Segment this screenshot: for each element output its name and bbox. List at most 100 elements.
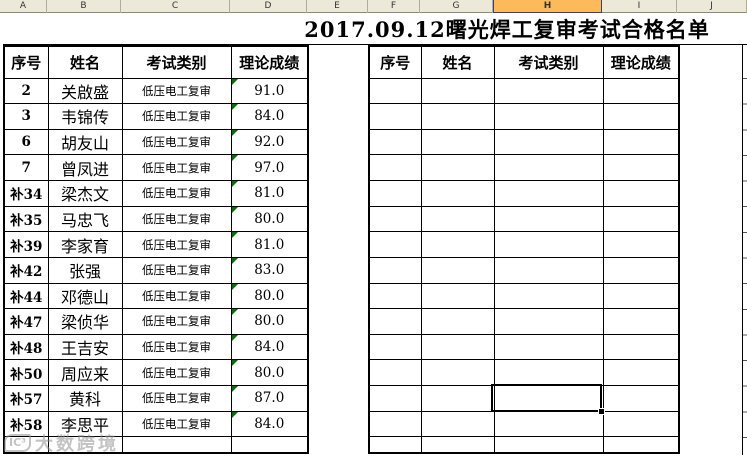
empty-cell[interactable] bbox=[420, 436, 495, 454]
empty-cell[interactable] bbox=[121, 436, 232, 454]
empty-cell[interactable] bbox=[493, 77, 604, 105]
right-header-0[interactable]: 序号 bbox=[368, 45, 422, 79]
empty-cell[interactable] bbox=[368, 333, 422, 361]
empty-cell[interactable] bbox=[493, 256, 604, 284]
cell-theory-score[interactable]: 84.0 bbox=[230, 103, 309, 130]
cell-theory-score[interactable]: 87.0 bbox=[230, 385, 309, 412]
cell-serial-no[interactable]: 补35 bbox=[3, 205, 49, 233]
cell-exam-category[interactable]: 低压电工复审 bbox=[121, 77, 232, 105]
column-header-E[interactable]: E bbox=[307, 0, 368, 13]
cell-theory-score[interactable]: 81.0 bbox=[230, 231, 309, 258]
column-header-H[interactable]: H bbox=[493, 0, 602, 13]
empty-cell[interactable] bbox=[602, 154, 680, 181]
cell-name[interactable]: 胡友山 bbox=[47, 128, 123, 156]
empty-cell[interactable] bbox=[420, 308, 495, 335]
cell-name[interactable]: 李家育 bbox=[47, 231, 123, 258]
right-header-2[interactable]: 考试类别 bbox=[493, 45, 604, 79]
cell-exam-category[interactable]: 低压电工复审 bbox=[121, 410, 232, 438]
empty-cell[interactable] bbox=[493, 308, 604, 335]
cell-theory-score[interactable]: 84.0 bbox=[230, 333, 309, 361]
cell-name[interactable]: 邓德山 bbox=[47, 282, 123, 310]
empty-cell[interactable] bbox=[368, 359, 422, 386]
cell-name[interactable]: 马忠飞 bbox=[47, 205, 123, 233]
empty-cell[interactable] bbox=[420, 333, 495, 361]
cell-theory-score[interactable]: 92.0 bbox=[230, 128, 309, 156]
cell-serial-no[interactable]: 补42 bbox=[3, 256, 49, 284]
empty-cell[interactable] bbox=[493, 154, 604, 181]
title-cell[interactable]: 2017.09.12曙光焊工复审考试合格名单 bbox=[304, 14, 709, 44]
column-header-G[interactable]: G bbox=[420, 0, 493, 13]
cell-theory-score[interactable]: 97.0 bbox=[230, 154, 309, 181]
column-header-I[interactable]: I bbox=[602, 0, 677, 13]
empty-cell[interactable] bbox=[602, 180, 680, 207]
empty-cell[interactable] bbox=[368, 77, 422, 105]
empty-cell[interactable] bbox=[3, 436, 49, 454]
empty-cell[interactable] bbox=[368, 282, 422, 310]
cell-name[interactable]: 黄科 bbox=[47, 385, 123, 412]
empty-cell[interactable] bbox=[493, 205, 604, 233]
empty-cell[interactable] bbox=[368, 103, 422, 130]
empty-cell[interactable] bbox=[602, 103, 680, 130]
cell-exam-category[interactable]: 低压电工复审 bbox=[121, 128, 232, 156]
empty-cell[interactable] bbox=[602, 436, 680, 454]
cell-exam-category[interactable]: 低压电工复审 bbox=[121, 154, 232, 181]
empty-cell[interactable] bbox=[602, 256, 680, 284]
empty-cell[interactable] bbox=[47, 436, 123, 454]
empty-cell[interactable] bbox=[493, 282, 604, 310]
cell-name[interactable]: 梁杰文 bbox=[47, 180, 123, 207]
cell-name[interactable]: 曾凤进 bbox=[47, 154, 123, 181]
empty-cell[interactable] bbox=[420, 256, 495, 284]
empty-cell[interactable] bbox=[420, 410, 495, 438]
empty-cell[interactable] bbox=[602, 308, 680, 335]
empty-cell[interactable] bbox=[493, 359, 604, 386]
empty-cell[interactable] bbox=[493, 180, 604, 207]
left-header-2[interactable]: 考试类别 bbox=[121, 45, 232, 79]
cell-name[interactable]: 梁侦华 bbox=[47, 308, 123, 335]
empty-cell[interactable] bbox=[420, 180, 495, 207]
right-header-1[interactable]: 姓名 bbox=[420, 45, 495, 79]
right-header-3[interactable]: 理论成绩 bbox=[602, 45, 680, 79]
empty-cell[interactable] bbox=[368, 154, 422, 181]
cell-theory-score[interactable]: 80.0 bbox=[230, 308, 309, 335]
empty-cell[interactable] bbox=[602, 333, 680, 361]
empty-cell[interactable] bbox=[602, 385, 680, 412]
empty-cell[interactable] bbox=[368, 231, 422, 258]
column-header-F[interactable]: F bbox=[368, 0, 420, 13]
empty-cell[interactable] bbox=[420, 154, 495, 181]
empty-cell[interactable] bbox=[368, 436, 422, 454]
cell-theory-score[interactable]: 80.0 bbox=[230, 205, 309, 233]
empty-cell[interactable] bbox=[368, 410, 422, 438]
empty-cell[interactable] bbox=[602, 77, 680, 105]
cell-exam-category[interactable]: 低压电工复审 bbox=[121, 256, 232, 284]
empty-cell[interactable] bbox=[602, 205, 680, 233]
empty-cell[interactable] bbox=[493, 231, 604, 258]
cell-name[interactable]: 周应来 bbox=[47, 359, 123, 386]
empty-cell[interactable] bbox=[420, 359, 495, 386]
empty-cell[interactable] bbox=[602, 128, 680, 156]
empty-cell[interactable] bbox=[420, 282, 495, 310]
empty-cell[interactable] bbox=[493, 436, 604, 454]
cell-serial-no[interactable]: 补58 bbox=[3, 410, 49, 438]
cell-serial-no[interactable]: 补57 bbox=[3, 385, 49, 412]
cell-name[interactable]: 李思平 bbox=[47, 410, 123, 438]
empty-cell[interactable] bbox=[420, 103, 495, 130]
cell-name[interactable]: 王吉安 bbox=[47, 333, 123, 361]
empty-cell[interactable] bbox=[420, 128, 495, 156]
column-header-J[interactable]: J bbox=[677, 0, 747, 13]
empty-cell[interactable] bbox=[602, 359, 680, 386]
empty-cell[interactable] bbox=[368, 128, 422, 156]
left-header-0[interactable]: 序号 bbox=[3, 45, 49, 79]
left-header-3[interactable]: 理论成绩 bbox=[230, 45, 309, 79]
empty-cell[interactable] bbox=[420, 77, 495, 105]
cell-name[interactable]: 关啟盛 bbox=[47, 77, 123, 105]
empty-cell[interactable] bbox=[420, 385, 495, 412]
empty-cell[interactable] bbox=[368, 205, 422, 233]
column-header-B[interactable]: B bbox=[47, 0, 121, 13]
cell-serial-no[interactable]: 7 bbox=[3, 154, 49, 181]
cell-exam-category[interactable]: 低压电工复审 bbox=[121, 282, 232, 310]
cell-exam-category[interactable]: 低压电工复审 bbox=[121, 333, 232, 361]
cell-theory-score[interactable]: 84.0 bbox=[230, 410, 309, 438]
cell-serial-no[interactable]: 补50 bbox=[3, 359, 49, 386]
cell-theory-score[interactable]: 91.0 bbox=[230, 77, 309, 105]
cell-serial-no[interactable]: 补39 bbox=[3, 231, 49, 258]
